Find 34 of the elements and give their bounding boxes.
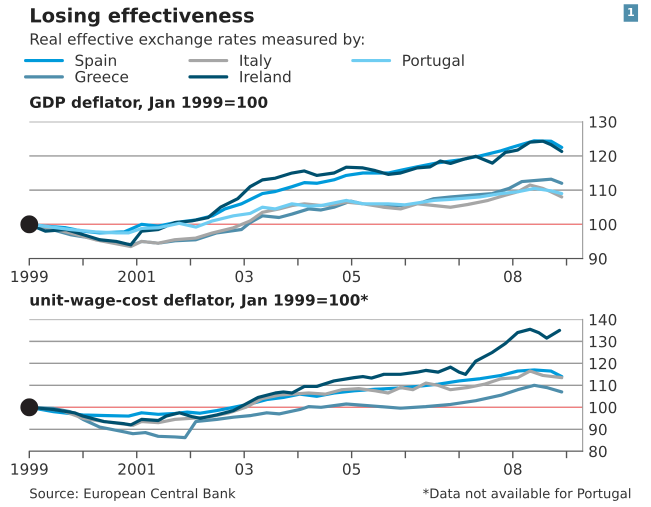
chart-title: unit-wage-cost deflator, Jan 1999=100*	[30, 294, 368, 309]
y-tick-label: 140	[590, 314, 616, 326]
x-tick-label: 03	[235, 463, 253, 475]
y-tick-label: 90	[589, 253, 607, 265]
x-tick-label: 2001	[118, 463, 155, 475]
chart-subtitle: Real effective exchange rates measured by:	[30, 32, 364, 48]
y-tick-label: 110	[590, 184, 616, 196]
y-tick-label: 100	[590, 402, 616, 414]
x-tick-label: 1999	[12, 270, 48, 282]
legend-label: Greece	[75, 70, 128, 82]
text: 1	[628, 8, 634, 16]
text: Losing effectiveness	[31, 8, 254, 27]
y-tick-label: 120	[590, 150, 616, 162]
y-tick-label: 130	[590, 116, 616, 128]
y-tick-label: 80	[589, 446, 607, 458]
y-tick-label: 100	[590, 218, 616, 230]
chart-title: GDP deflator, Jan 1999=100	[30, 96, 268, 111]
y-tick-label: 120	[590, 358, 616, 370]
source-note: Source: European Central Bank	[30, 488, 236, 501]
x-tick-label: 2001	[118, 270, 155, 282]
legend-label: Portugal	[403, 54, 464, 70]
legend-label: Spain	[76, 54, 116, 70]
y-tick-label: 90	[589, 424, 607, 436]
x-tick-label: 08	[504, 270, 522, 282]
x-tick-label: 05	[342, 270, 360, 282]
x-tick-label: 03	[235, 270, 253, 282]
legend-label: Italy	[240, 54, 272, 70]
x-tick-label: 1999	[12, 463, 48, 475]
x-tick-label: 05	[342, 463, 360, 475]
y-tick-label: 130	[590, 336, 616, 348]
legend-label: Ireland	[240, 70, 290, 82]
x-tick-label: 08	[504, 463, 522, 475]
y-tick-label: 110	[590, 380, 616, 392]
text: *Data not available for Portugal	[423, 488, 630, 501]
